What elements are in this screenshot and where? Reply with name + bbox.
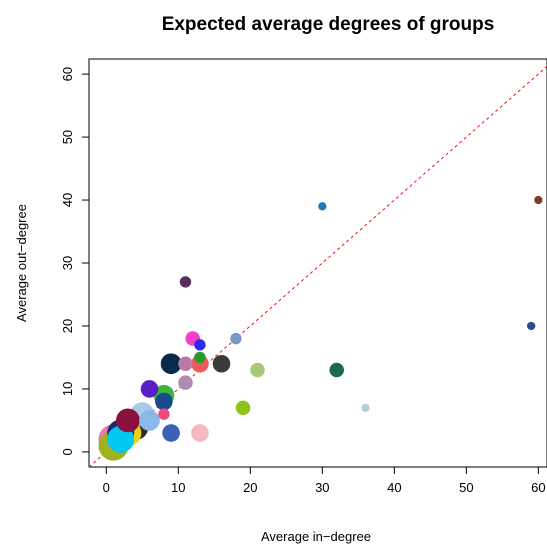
x-tick-label: 30 — [315, 480, 329, 495]
data-point — [534, 195, 543, 205]
points-layer — [98, 195, 543, 461]
y-tick-label: 10 — [60, 382, 75, 396]
x-tick-label: 10 — [171, 480, 185, 495]
data-point — [361, 403, 370, 412]
data-point — [158, 408, 170, 420]
data-point — [107, 425, 135, 453]
data-point — [235, 400, 251, 416]
y-tick-label: 60 — [60, 67, 75, 81]
x-axis-label: Average in−degree — [261, 529, 371, 544]
x-tick-label: 60 — [531, 480, 545, 495]
data-point — [318, 202, 327, 211]
data-point — [230, 332, 242, 345]
data-point — [250, 362, 265, 378]
data-point — [194, 339, 206, 351]
y-axis-label: Average out−degree — [14, 204, 29, 322]
x-tick-label: 40 — [387, 480, 401, 495]
data-point — [527, 321, 536, 331]
data-point — [140, 380, 159, 398]
x-tick-label: 20 — [243, 480, 257, 495]
x-axis: 0 10 20 30 40 50 60 — [103, 467, 546, 495]
x-tick-label: 0 — [103, 480, 110, 495]
identity-reference-line — [88, 66, 547, 468]
data-point — [212, 354, 231, 373]
chart-title: Expected average degrees of groups — [162, 14, 495, 35]
data-point — [191, 424, 209, 442]
data-point — [178, 375, 193, 390]
y-axis: 0 10 20 30 40 50 60 — [60, 67, 89, 456]
data-point — [115, 408, 140, 433]
data-point — [162, 424, 180, 442]
plot-area — [88, 66, 547, 468]
data-point — [179, 276, 192, 288]
y-tick-label: 50 — [60, 130, 75, 144]
y-tick-label: 40 — [60, 193, 75, 207]
data-point — [160, 353, 182, 375]
data-point — [178, 356, 193, 371]
x-tick-label: 50 — [459, 480, 473, 495]
y-tick-label: 0 — [60, 448, 75, 455]
data-point — [194, 351, 206, 364]
data-point — [329, 362, 344, 378]
y-tick-label: 20 — [60, 319, 75, 333]
y-tick-label: 30 — [60, 256, 75, 270]
data-point — [155, 392, 173, 411]
data-point — [139, 410, 160, 431]
